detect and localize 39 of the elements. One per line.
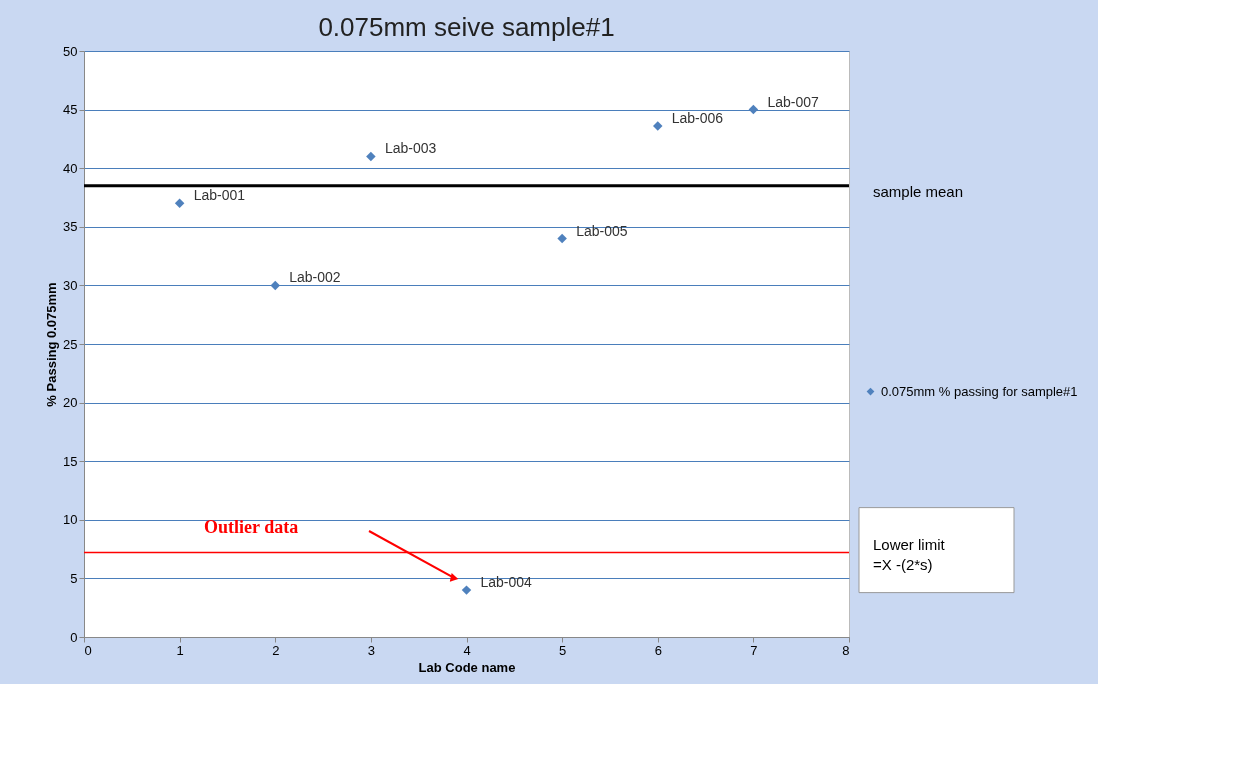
x-axis-title: Lab Code name [418, 659, 516, 675]
point [748, 104, 759, 115]
x-tick-label: 2 [272, 642, 280, 658]
annotation: Lab-003 [384, 140, 437, 157]
x-tick-label: 5 [559, 642, 567, 658]
legend-label: 0.075mm % passing for sample#1 [881, 383, 1078, 399]
annotation: Lab-002 [289, 269, 341, 286]
ref-line-label: sample mean [873, 182, 964, 200]
y-tick-label: 5 [70, 570, 78, 586]
y-tick-label: 45 [63, 102, 78, 118]
x-tick-label: 1 [176, 642, 184, 658]
x-tick-label: 8 [842, 642, 850, 658]
y-tick-label: 25 [63, 336, 78, 352]
chart-title: 0.075mm seive sample#1 [318, 12, 615, 42]
annotation: Outlier data [204, 517, 299, 537]
x-tick-label: 4 [463, 642, 471, 658]
annotation: Lab-006 [671, 110, 724, 127]
point [366, 151, 376, 162]
y-tick-label: 20 [63, 395, 78, 411]
point [270, 280, 280, 291]
y-tick-label: 15 [63, 453, 78, 469]
y-tick-label: 50 [63, 43, 78, 59]
x-tick-label: 0 [84, 642, 92, 658]
y-tick-label: 35 [63, 219, 78, 235]
point [557, 233, 567, 244]
y-tick-label: 40 [63, 160, 78, 176]
x-tick-label: 3 [367, 642, 375, 658]
y-tick-label: 10 [63, 512, 78, 528]
point [461, 585, 472, 595]
x-tick-label: 7 [750, 642, 758, 658]
annotation: Lab-004 [480, 574, 533, 591]
annotation: Lab-001 [193, 187, 246, 204]
y-tick-label: 30 [63, 277, 78, 293]
y-tick-label: 0 [70, 629, 78, 645]
point [174, 198, 185, 209]
x-tick-label: 6 [654, 642, 662, 658]
annotation: Lab-007 [767, 93, 819, 110]
y-axis-title: % Passing 0.075mm [44, 282, 60, 407]
ref-line-label: Lower limit =X -(2*s) [873, 535, 946, 573]
